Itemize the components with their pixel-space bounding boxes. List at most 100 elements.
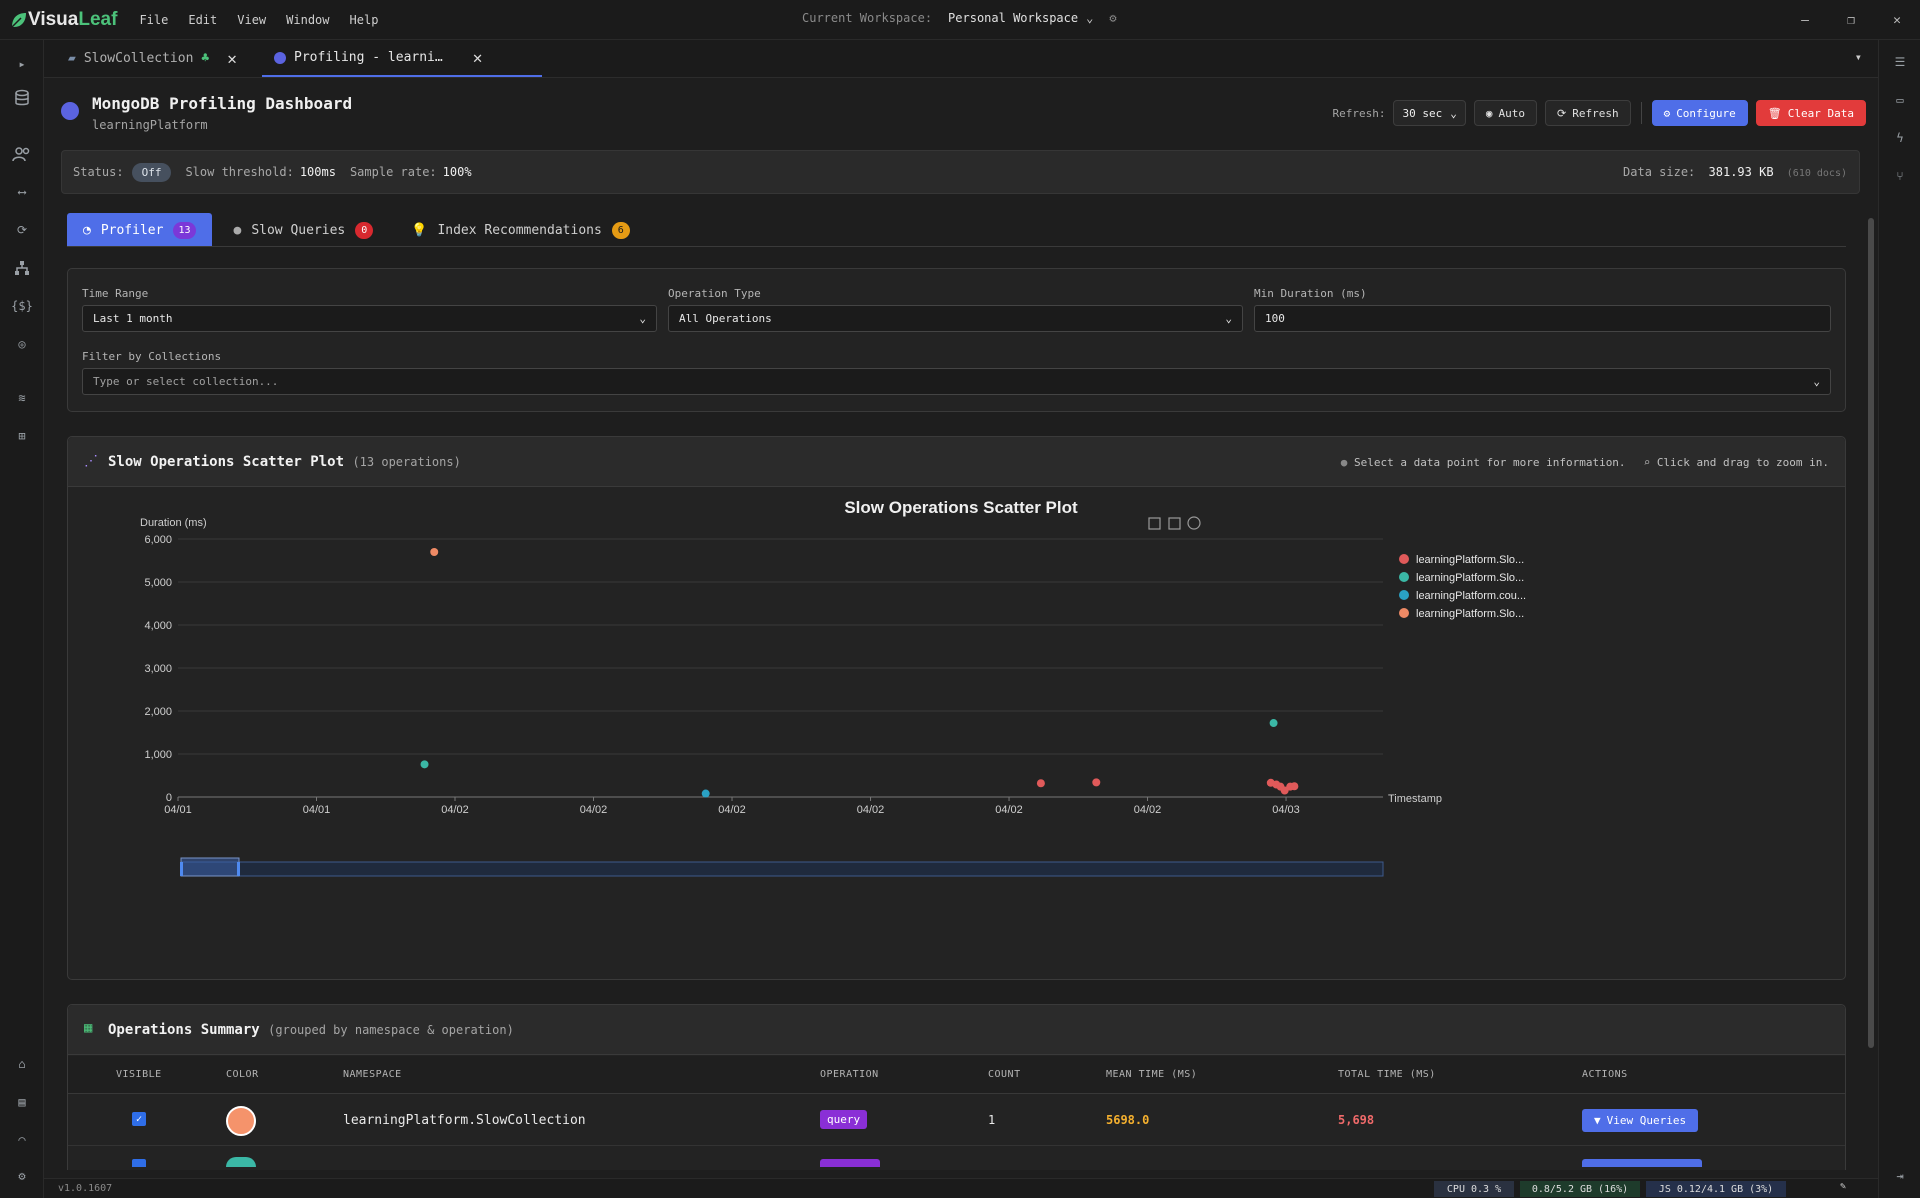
lightning-icon[interactable]: ϟ [1896,131,1904,145]
y-tick-label: 4,000 [144,620,172,632]
status-badge: Off [131,162,172,182]
users-icon[interactable] [10,142,34,166]
card-title-text: Slow Operations Scatter Plot [108,454,345,470]
data-point[interactable] [1290,782,1299,791]
data-point[interactable] [1269,719,1278,728]
play-icon[interactable]: ▸ [18,57,26,71]
data-point[interactable] [1092,778,1101,787]
workspace-dropdown[interactable]: Personal Workspace [948,11,1079,25]
menu-help[interactable]: Help [349,12,379,27]
logout-icon[interactable]: ⇥ [1896,1169,1904,1183]
sample-rate-value: 100% [442,165,472,179]
view-queries-button[interactable] [1582,1159,1702,1167]
close-icon[interactable]: ✕ [472,48,483,67]
data-point[interactable] [1280,786,1289,795]
maximize-button[interactable]: ❐ [1847,12,1855,28]
home-icon[interactable]: ⌂ [18,1057,26,1071]
collections-filter-label: Filter by Collections [82,350,222,363]
time-range-select[interactable]: Last 1 month ⌄ [82,305,657,332]
chevron-down-icon[interactable]: ▾ [1854,50,1862,64]
trash-icon: 🗑 [1767,106,1782,120]
table-row: ✓ learningPlatform.SlowCollection query … [68,1095,1845,1146]
data-point[interactable] [430,547,439,556]
slider-selection[interactable] [180,857,240,877]
slider-track[interactable] [180,861,1384,877]
operation-type-value: All Operations [679,312,772,325]
visible-checkbox[interactable]: ✓ [132,1112,146,1126]
menu-file[interactable]: File [139,12,169,27]
flow-icon[interactable]: ⑂ [1896,169,1904,183]
zoom-reset-icon[interactable] [1168,517,1181,530]
legend-marker[interactable] [1399,590,1409,600]
tab-profiling[interactable]: Profiling - learni… ✕ [262,40,542,77]
hierarchy-icon[interactable] [10,256,34,280]
header-actions: Refresh: 30 sec ⌄ ◉ Auto ⟳ Refresh ⚙ Configu… [1333,100,1866,126]
clipboard-icon[interactable]: ▭ [1896,93,1904,107]
settings-icon[interactable]: ⚙ [18,1169,26,1183]
minimize-button[interactable]: — [1801,12,1809,28]
legend-marker[interactable] [1399,554,1409,564]
sync-icon[interactable]: ⟳ [16,223,28,237]
auto-label: Auto [1498,106,1525,120]
scrollbar[interactable] [1868,218,1874,1048]
menu-window[interactable]: Window [286,12,330,27]
data-point[interactable] [1036,779,1045,788]
auto-refresh-button[interactable]: ◉ Auto [1473,100,1537,126]
arrows-horizontal-icon[interactable]: ⟷ [18,185,26,199]
tab-profiler[interactable]: ◔ Profiler 13 [67,213,212,247]
clear-data-button[interactable]: 🗑 Clear Data [1755,100,1866,126]
tab-slow-queries[interactable]: ● Slow Queries 0 [218,213,390,247]
x-tick-label: 04/02 [857,804,885,816]
layers-icon[interactable]: ≋ [18,391,26,405]
legend-marker[interactable] [1399,608,1409,618]
workspace-label: Current Workspace: [802,11,933,25]
js-heap-usage: JS 0.12/4.1 GB (3%) [1646,1181,1786,1197]
color-swatch[interactable] [226,1106,256,1136]
x-tick-label: 04/01 [303,804,331,816]
cpu-usage: CPU 0.3 % [1434,1181,1514,1197]
col-namespace: NAMESPACE [343,1069,402,1080]
chevron-down-icon[interactable]: ⌄ [1086,11,1094,25]
list-check-icon[interactable]: ☰ [1894,55,1906,69]
collections-filter-input[interactable]: Type or select collection... ⌄ [82,368,1831,395]
data-point[interactable] [701,789,710,798]
close-icon[interactable]: ✕ [227,49,237,68]
tab-slowcollection[interactable]: ▰ SlowCollection ♣ ✕ [68,40,237,77]
min-duration-input[interactable]: 100 [1254,305,1831,332]
data-point[interactable] [420,760,429,769]
operations-summary-card: ▦ Operations Summary (grouped by namespa… [67,1004,1846,1170]
view-queries-button[interactable]: ▼ View Queries [1582,1109,1699,1132]
operation-type-select[interactable]: All Operations ⌄ [668,305,1243,332]
scatter-chart[interactable]: Slow Operations Scatter Plot Duration (m… [68,488,1845,978]
configure-button[interactable]: ⚙ Configure [1651,100,1748,126]
x-tick-label: 04/02 [580,804,608,816]
tab-label: Profiling - learni… [294,50,443,65]
menu-view[interactable]: View [237,12,267,27]
slider-handle-right[interactable] [237,862,240,876]
tab-index-recommendations[interactable]: 💡 Index Recommendations 6 [395,213,646,247]
zoom-icon[interactable] [1148,517,1161,530]
sample-rate-label: Sample rate: [349,165,437,179]
menu-edit[interactable]: Edit [188,12,218,27]
visible-checkbox[interactable] [132,1159,146,1167]
legend-label: learningPlatform.cou... [1416,590,1526,602]
refresh-interval-select[interactable]: 30 sec ⌄ [1393,100,1466,126]
status-label: Status: [73,165,124,179]
headset-icon[interactable]: ◠ [18,1133,26,1147]
col-visible: VISIBLE [116,1069,162,1080]
legend-marker[interactable] [1399,572,1409,582]
grid-icon[interactable]: ⊞ [18,429,26,443]
refresh-icon: ⟳ [1556,106,1567,120]
x-tick-label: 04/01 [164,804,192,816]
refresh-button[interactable]: ⟳ Refresh [1544,100,1631,126]
database-icon[interactable] [10,86,34,110]
color-swatch[interactable] [226,1157,256,1167]
slider-handle-left[interactable] [180,862,183,876]
document-icon[interactable]: ▤ [18,1095,26,1109]
restore-icon[interactable] [1187,516,1201,530]
zoom-slider[interactable] [180,857,1384,877]
gauge-icon[interactable]: ◎ [18,337,26,351]
gear-icon[interactable]: ⚙ [1109,11,1117,25]
code-braces-icon[interactable]: {$} [11,299,33,313]
close-window-button[interactable]: ✕ [1893,12,1901,28]
